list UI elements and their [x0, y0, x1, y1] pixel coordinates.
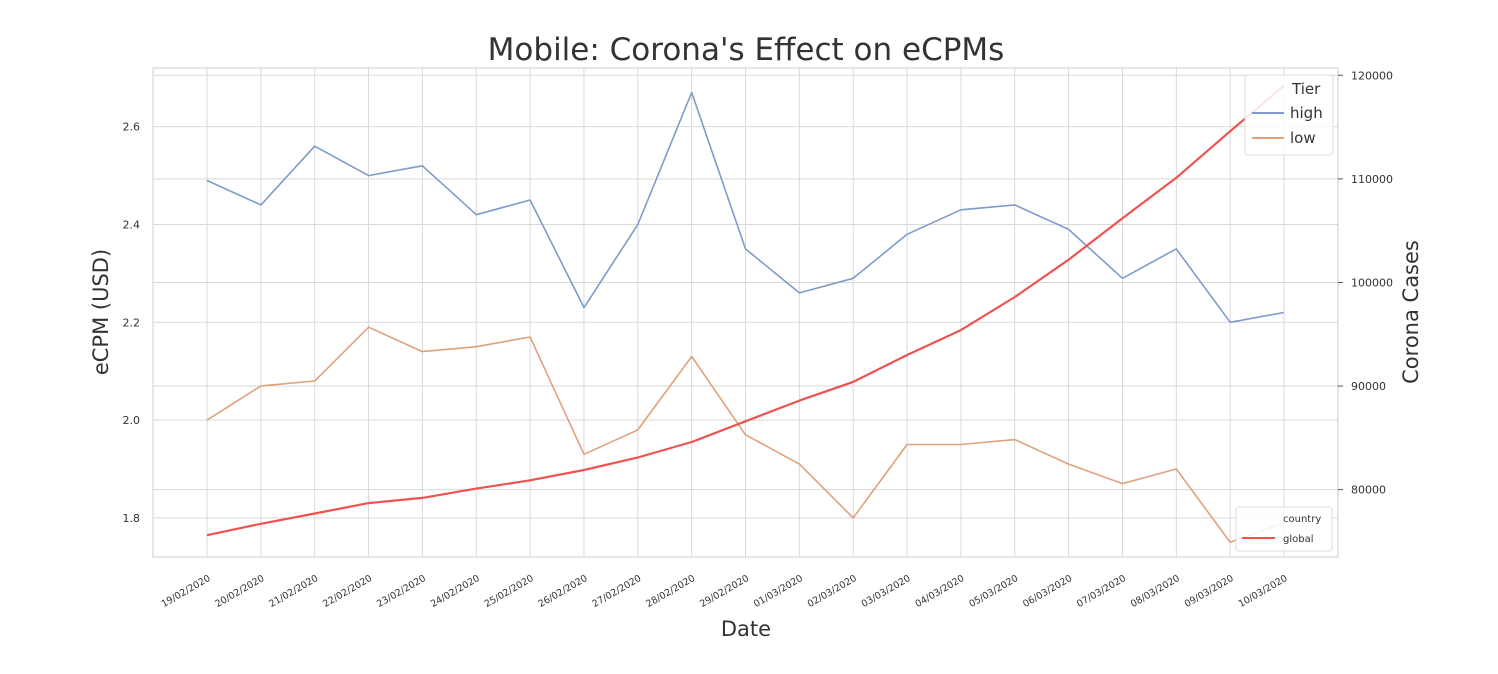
x-tick-label: 27/02/2020 — [590, 573, 643, 610]
legend-country-title: country — [1283, 514, 1321, 525]
legend-high-label: high — [1290, 104, 1323, 122]
x-tick-label: 26/02/2020 — [537, 573, 590, 610]
x-tick-label: 05/03/2020 — [967, 573, 1020, 610]
y2-tick-label: 90000 — [1351, 380, 1386, 393]
y-tick-label: 2.2 — [123, 316, 141, 329]
x-tick-label: 08/03/2020 — [1129, 573, 1182, 610]
legend-low-label: low — [1290, 129, 1316, 147]
x-tick-label: 03/03/2020 — [860, 573, 913, 610]
legend-country-box — [1235, 506, 1333, 552]
x-tick-label: 09/03/2020 — [1183, 573, 1236, 610]
legend-country: country global — [1235, 506, 1333, 552]
chart-title: Mobile: Corona's Effect on eCPMs — [488, 32, 1005, 68]
y-axis-label: eCPM (USD) — [89, 249, 113, 375]
y2-tick-label: 120000 — [1351, 69, 1393, 82]
y-tick-label: 2.4 — [123, 218, 141, 231]
y2-tick-label: 80000 — [1351, 484, 1386, 497]
legend-tier-box — [1244, 74, 1334, 156]
x-tick-label: 21/02/2020 — [267, 573, 320, 610]
x-tick-label: 20/02/2020 — [213, 573, 266, 610]
y-tick-label: 2.0 — [123, 414, 141, 427]
x-tick-label: 23/02/2020 — [375, 573, 428, 610]
legend-tier: Tier high low — [1244, 74, 1334, 156]
y2-tick-label: 110000 — [1351, 173, 1393, 186]
x-tick-label: 19/02/2020 — [160, 573, 213, 610]
y-tick-label: 2.6 — [123, 121, 141, 134]
series-line-high — [206, 91, 1285, 324]
x-axis-label: Date — [721, 617, 771, 641]
x-tick-label: 02/03/2020 — [806, 573, 859, 610]
x-tick-label: 10/03/2020 — [1237, 573, 1290, 610]
y-tick-label: 1.8 — [123, 512, 141, 525]
x-tick-label: 29/02/2020 — [698, 573, 751, 610]
series-line-global — [206, 84, 1285, 537]
series-layer — [206, 84, 1285, 544]
x-tick-label: 24/02/2020 — [429, 573, 482, 610]
x-tick-label: 22/02/2020 — [321, 573, 374, 610]
x-tick-label: 04/03/2020 — [913, 573, 966, 610]
x-tick-label: 25/02/2020 — [483, 573, 536, 610]
y2-axis-label: Corona Cases — [1399, 240, 1423, 384]
x-tick-label: 07/03/2020 — [1075, 573, 1128, 610]
legend-tier-title: Tier — [1291, 80, 1321, 98]
x-tick-label: 28/02/2020 — [644, 573, 697, 610]
x-tick-label: 06/03/2020 — [1021, 573, 1074, 610]
series-line-low — [206, 326, 1285, 544]
y2-tick-label: 100000 — [1351, 276, 1393, 289]
x-tick-label: 01/03/2020 — [752, 573, 805, 610]
legend-global-label: global — [1283, 534, 1314, 545]
